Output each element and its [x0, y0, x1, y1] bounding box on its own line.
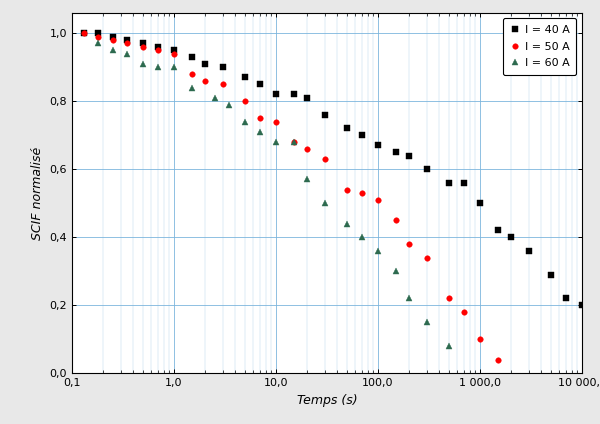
I = 60 A — [423, 320, 430, 325]
I = 50 A — [359, 190, 366, 195]
I = 40 A — [257, 81, 264, 86]
I = 60 A — [257, 129, 264, 134]
I = 60 A — [392, 268, 400, 273]
I = 60 A — [211, 95, 218, 100]
I = 50 A — [405, 241, 412, 246]
I = 50 A — [155, 47, 162, 53]
I = 40 A — [405, 153, 412, 158]
Y-axis label: SCIF normalisé: SCIF normalisé — [31, 146, 44, 240]
I = 50 A — [461, 310, 468, 315]
I = 40 A — [476, 201, 484, 206]
I = 60 A — [188, 85, 196, 90]
I = 60 A — [226, 102, 233, 107]
Legend: I = 40 A, I = 50 A, I = 60 A: I = 40 A, I = 50 A, I = 60 A — [503, 18, 577, 75]
I = 40 A — [494, 228, 502, 233]
I = 40 A — [507, 234, 514, 240]
I = 60 A — [272, 139, 280, 145]
I = 40 A — [201, 61, 208, 66]
I = 50 A — [423, 255, 430, 260]
Line: I = 40 A: I = 40 A — [81, 31, 585, 308]
I = 40 A — [170, 47, 178, 53]
I = 50 A — [257, 116, 264, 121]
I = 40 A — [461, 180, 468, 185]
I = 40 A — [446, 180, 453, 185]
X-axis label: Temps (s): Temps (s) — [296, 393, 358, 407]
I = 40 A — [80, 31, 87, 36]
I = 60 A — [109, 47, 116, 53]
I = 40 A — [140, 41, 147, 46]
I = 40 A — [155, 44, 162, 49]
I = 60 A — [446, 343, 453, 349]
I = 50 A — [219, 81, 226, 86]
I = 40 A — [359, 133, 366, 138]
I = 50 A — [201, 78, 208, 83]
I = 40 A — [578, 303, 586, 308]
I = 50 A — [140, 44, 147, 49]
I = 50 A — [272, 119, 280, 124]
I = 50 A — [290, 139, 298, 145]
I = 40 A — [109, 34, 116, 39]
I = 40 A — [303, 95, 310, 100]
I = 40 A — [374, 143, 382, 148]
I = 50 A — [188, 71, 196, 76]
I = 40 A — [563, 296, 570, 301]
I = 40 A — [423, 167, 430, 172]
I = 50 A — [124, 41, 131, 46]
I = 60 A — [242, 119, 249, 124]
I = 40 A — [272, 92, 280, 97]
I = 60 A — [94, 41, 101, 46]
I = 50 A — [321, 156, 328, 162]
I = 40 A — [525, 248, 532, 253]
I = 40 A — [344, 126, 351, 131]
I = 60 A — [170, 64, 178, 70]
I = 50 A — [494, 357, 502, 362]
I = 60 A — [303, 177, 310, 182]
I = 60 A — [290, 139, 298, 145]
I = 60 A — [344, 221, 351, 226]
I = 40 A — [124, 37, 131, 42]
I = 40 A — [321, 112, 328, 117]
I = 50 A — [392, 218, 400, 223]
I = 60 A — [374, 248, 382, 253]
I = 40 A — [188, 54, 196, 59]
Line: I = 60 A: I = 60 A — [95, 41, 452, 349]
I = 40 A — [548, 272, 555, 277]
I = 50 A — [476, 337, 484, 342]
I = 60 A — [405, 296, 412, 301]
I = 50 A — [303, 146, 310, 151]
I = 40 A — [242, 75, 249, 80]
I = 60 A — [321, 201, 328, 206]
I = 40 A — [290, 92, 298, 97]
I = 50 A — [242, 98, 249, 103]
I = 60 A — [124, 51, 131, 56]
I = 40 A — [219, 64, 226, 70]
I = 50 A — [374, 197, 382, 202]
Line: I = 50 A: I = 50 A — [81, 31, 501, 362]
I = 60 A — [155, 64, 162, 70]
I = 60 A — [140, 61, 147, 66]
I = 50 A — [94, 34, 101, 39]
I = 40 A — [392, 150, 400, 155]
I = 50 A — [109, 37, 116, 42]
I = 60 A — [359, 234, 366, 240]
I = 50 A — [344, 187, 351, 192]
I = 50 A — [446, 296, 453, 301]
I = 50 A — [170, 51, 178, 56]
I = 50 A — [80, 31, 87, 36]
I = 40 A — [94, 31, 101, 36]
